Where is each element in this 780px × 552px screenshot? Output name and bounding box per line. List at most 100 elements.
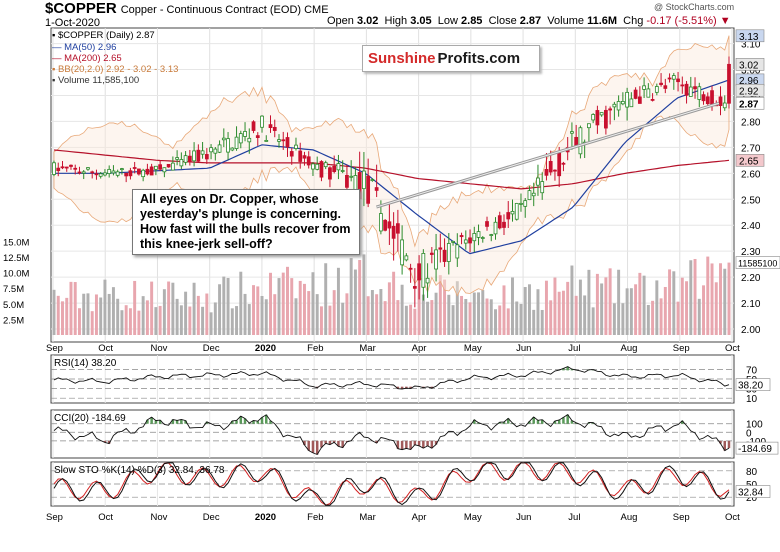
volume-bar <box>642 275 646 335</box>
candle-body <box>362 170 366 190</box>
volume-bar <box>120 310 124 335</box>
month-label-price: Nov <box>150 343 167 354</box>
volume-tag-label: 11585100 <box>738 259 777 269</box>
cci-tag-label: -184.69 <box>738 444 772 455</box>
volume-bar <box>396 300 400 335</box>
volume-bar <box>154 307 158 335</box>
price-tick-label: 2.30 <box>741 247 761 258</box>
volume-bar <box>693 258 697 335</box>
candle-body <box>336 163 341 171</box>
stoch-tag-label: 32.84 <box>738 488 763 499</box>
volume-bar <box>349 258 353 335</box>
month-label-bottom: Feb <box>307 512 323 523</box>
volume-bar <box>421 294 425 335</box>
volume-bar <box>260 295 264 335</box>
volume-bar <box>99 297 103 335</box>
volume-bar <box>128 308 132 335</box>
candle-body <box>629 98 634 108</box>
month-label-price: Feb <box>307 343 323 354</box>
candle-body <box>141 169 146 178</box>
candle-body <box>90 171 95 174</box>
volume-bar <box>52 289 56 335</box>
volume-bar <box>124 305 128 335</box>
candle-body <box>591 114 596 121</box>
month-label-price: Apr <box>412 343 427 354</box>
stoch-k-line <box>53 462 730 506</box>
stoch-tick-label: 80 <box>746 467 758 478</box>
volume-bar <box>621 303 625 335</box>
candle-body <box>527 190 532 201</box>
volume-bar <box>417 279 421 335</box>
volume-bar <box>353 269 357 335</box>
volume-bar <box>230 308 234 335</box>
month-label-bottom: Jun <box>516 512 531 523</box>
candle-body <box>204 154 209 160</box>
volume-bar <box>366 296 370 335</box>
candle-body <box>315 163 320 170</box>
candle-body <box>553 169 557 172</box>
candle-body <box>680 84 685 87</box>
price-tick-label: 2.80 <box>741 117 761 128</box>
month-label-bottom: Oct <box>725 512 740 523</box>
volume-bar <box>387 282 391 335</box>
month-label-price: Oct <box>725 343 740 354</box>
cci-tag <box>735 441 779 455</box>
candle-body <box>710 90 714 105</box>
volume-bar <box>150 281 154 335</box>
candle-body <box>595 110 600 126</box>
price-tick-label: 2.20 <box>741 273 761 284</box>
candle-body <box>264 140 269 142</box>
volume-bar <box>116 298 120 335</box>
candle-body <box>438 247 443 250</box>
volume-bar <box>111 287 115 335</box>
candle-body <box>671 75 676 80</box>
volume-bar <box>370 290 374 335</box>
month-label-price: 2020 <box>255 343 276 354</box>
volume-bar <box>689 260 693 335</box>
candle-body <box>366 175 371 204</box>
candle-body <box>183 155 188 163</box>
legend-volume: ▪ Volume 11,585,100 <box>52 75 140 86</box>
candle-body <box>69 164 73 167</box>
candle-body <box>523 200 528 207</box>
candle-body <box>120 168 124 171</box>
volume-bar <box>608 268 612 335</box>
candle-body <box>404 255 409 261</box>
candle-body <box>226 138 230 153</box>
price-tick-label: 2.10 <box>741 299 761 310</box>
price-tick-label: 2.60 <box>741 169 761 180</box>
candle-body <box>298 150 303 162</box>
annotation-box: All eyes on Dr. Copper, whose yesterday'… <box>132 189 360 255</box>
volume-bar <box>171 282 175 335</box>
candle-body <box>705 96 710 105</box>
volume-bar <box>719 263 722 335</box>
volume-bar <box>638 272 642 335</box>
candle-body <box>56 167 61 172</box>
candle-body <box>506 212 511 220</box>
candle-body <box>442 249 447 262</box>
volume-bar <box>634 284 638 335</box>
volume-bar <box>65 297 69 335</box>
volume-bar <box>286 266 289 335</box>
volume-tick-label: 2.5M <box>3 315 24 326</box>
candle-body <box>349 175 354 178</box>
volume-bar <box>247 304 251 335</box>
candle-body <box>408 267 413 270</box>
candle-body <box>557 152 562 177</box>
volume-bar <box>727 262 731 335</box>
candle-body <box>599 112 604 116</box>
price-tick-label: 2.70 <box>741 143 761 154</box>
candle-body <box>620 101 625 105</box>
candle-body <box>103 172 107 176</box>
volume-bar <box>315 294 319 335</box>
volume-bar <box>358 260 362 335</box>
candle-body <box>251 121 256 131</box>
candle-body <box>625 91 629 108</box>
volume-bar <box>443 279 447 335</box>
candle-body <box>230 147 235 151</box>
sunshine-profits-logo: Sunshine Profits.com <box>362 45 540 72</box>
volume-bar <box>714 282 718 335</box>
month-label-price: Aug <box>621 343 638 354</box>
volume-bar <box>485 298 489 335</box>
volume-bar <box>269 272 272 335</box>
